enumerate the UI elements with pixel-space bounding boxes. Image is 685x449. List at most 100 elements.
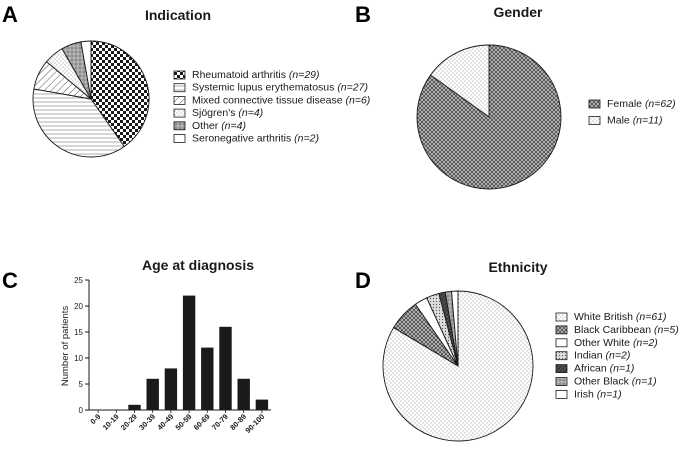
indication-legend-swatch-systemic-lupus-erythematosus <box>173 83 186 93</box>
gender-legend-entry-female: Female (n=62) <box>607 98 676 110</box>
ethnicity-legend-count: (n=1) <box>610 363 635 375</box>
ethnicity-legend-entry-irish: Irish (n=1) <box>574 388 622 400</box>
panel-letter-d: D <box>355 268 371 293</box>
age-bar-70-79 <box>219 326 232 410</box>
ethnicity-legend-swatch-african <box>555 364 568 374</box>
ethnicity-legend-entry-other-white: Other White (n=2) <box>574 337 658 349</box>
ethnicity-legend-swatch-other-white <box>555 338 568 348</box>
indication-legend-entry-mixed-connective-tissue-disease: Mixed connective tissue disease (n=6) <box>192 94 370 106</box>
indication-legend-swatch-rheumatoid-arthritis <box>173 70 186 80</box>
ethnicity-legend-entry-black-caribbean: Black Caribbean (n=5) <box>574 324 679 336</box>
ethnicity-legend-count: (n=2) <box>633 337 658 349</box>
indication-legend-entry-rheumatoid-arthritis: Rheumatoid arthritis (n=29) <box>192 69 320 81</box>
ethnicity-legend-swatch-indian <box>555 351 568 361</box>
gender-legend-swatch-female <box>588 99 601 109</box>
indication-slice-seronegative-arthritis <box>80 40 92 100</box>
age-bar-90-100 <box>255 399 269 410</box>
ethnicity-legend-label: Irish <box>574 388 597 400</box>
panel-letter-b: B <box>355 2 371 27</box>
gender-legend-count: (n=62) <box>645 98 676 110</box>
indication-legend-count: (n=4) <box>238 107 263 119</box>
gender-legend-count: (n=11) <box>633 115 663 127</box>
indication-legend: Rheumatoid arthritis (n=29)Systemic lupu… <box>173 69 370 145</box>
age-x-tick-label: 20-29 <box>119 412 139 432</box>
ethnicity-legend: White British (n=61)Black Caribbean (n=5… <box>555 311 679 400</box>
age-x-tick-label: 90-100 <box>243 412 266 435</box>
ethnicity-legend-swatch-other-black <box>555 377 568 386</box>
age-y-tick-label: 5 <box>79 380 84 389</box>
age-bar-20-29 <box>128 404 141 410</box>
gender-title: Gender <box>493 4 543 20</box>
ethnicity-legend-count: (n=2) <box>606 350 631 362</box>
indication-legend-count: (n=4) <box>221 120 246 132</box>
age-y-axis-label: Number of patients <box>60 306 71 387</box>
age-x-tick-label: 70-79 <box>210 412 230 432</box>
panel-letter-c: C <box>2 268 18 293</box>
gender-legend-swatch-male <box>588 116 601 125</box>
ethnicity-legend-count: (n=1) <box>632 376 657 388</box>
age-y-tick-label: 0 <box>79 406 84 415</box>
ethnicity-legend-count: (n=1) <box>597 388 622 400</box>
indication-legend-label: Other <box>192 120 221 132</box>
age-x-tick-label: 50-59 <box>174 412 194 432</box>
indication-legend-count: (n=27) <box>337 82 368 94</box>
gender-pie <box>416 44 562 190</box>
panel-letter-a: A <box>2 2 18 27</box>
ethnicity-pie <box>382 290 534 442</box>
ethnicity-legend-swatch-white-british <box>555 312 568 322</box>
ethnicity-legend-count: (n=61) <box>636 311 667 323</box>
ethnicity-legend-entry-other-black: Other Black (n=1) <box>574 376 657 388</box>
indication-legend-entry-other: Other (n=4) <box>192 120 246 132</box>
age-x-tick-label: 0-9 <box>88 412 102 426</box>
indication-pie <box>32 40 150 158</box>
ethnicity-legend-label: Other White <box>574 337 633 349</box>
ethnicity-legend-swatch-irish <box>555 389 568 399</box>
indication-legend-count: (n=2) <box>294 133 319 145</box>
age-bar-40-49 <box>164 368 178 410</box>
ethnicity-legend-label: Other Black <box>574 376 632 388</box>
gender-legend-label: Male <box>607 115 633 127</box>
ethnicity-legend-label: African <box>574 363 610 375</box>
indication-legend-swatch-mixed-connective-tissue-disease <box>173 96 186 105</box>
indication-title: Indication <box>145 7 211 23</box>
indication-slice-systemic-lupus-erythematosus <box>32 88 125 158</box>
indication-legend-entry-sj-gren-s: Sjögren's (n=4) <box>192 107 263 119</box>
age-y-tick-label: 10 <box>74 354 83 363</box>
indication-legend-label: Mixed connective tissue disease <box>192 94 346 106</box>
indication-legend-count: (n=6) <box>346 94 371 106</box>
age-title: Age at diagnosis <box>142 257 254 273</box>
ethnicity-legend-entry-indian: Indian (n=2) <box>574 350 630 362</box>
indication-legend-count: (n=29) <box>289 69 320 81</box>
ethnicity-title: Ethnicity <box>488 259 547 275</box>
ethnicity-slice-irish <box>451 290 459 367</box>
indication-legend-swatch-sj-gren-s <box>173 108 186 118</box>
indication-legend-entry-systemic-lupus-erythematosus: Systemic lupus erythematosus (n=27) <box>192 82 368 94</box>
indication-legend-entry-seronegative-arthritis: Seronegative arthritis (n=2) <box>192 133 319 145</box>
age-y-tick-label: 20 <box>74 302 83 311</box>
indication-legend-label: Systemic lupus erythematosus <box>192 82 337 94</box>
gender-legend-label: Female <box>607 98 645 110</box>
indication-legend-label: Rheumatoid arthritis <box>192 69 289 81</box>
gender-legend-entry-male: Male (n=11) <box>607 115 663 127</box>
age-bar-60-69 <box>201 347 214 410</box>
age-bar-30-39 <box>146 378 159 410</box>
age-x-tick-label: 60-69 <box>192 412 212 432</box>
ethnicity-legend-swatch-black-caribbean <box>555 325 568 335</box>
age-y-tick-label: 15 <box>74 328 83 337</box>
gender-legend: Female (n=62) Male (n=11) <box>588 98 676 127</box>
age-x-tick-label: 10-19 <box>101 412 121 432</box>
age-bar-chart: Number of patients 0 5 10 15 20 25 0-910-1920-… <box>60 276 271 435</box>
age-x-tick-label: 30-39 <box>137 412 157 432</box>
age-y-tick-label: 25 <box>74 276 83 285</box>
age-bar-80-89 <box>237 378 250 410</box>
ethnicity-legend-label: Black Caribbean <box>574 324 654 336</box>
indication-legend-label: Sjögren's <box>192 107 238 119</box>
age-bar-50-59 <box>182 295 196 410</box>
age-x-tick-label: 40-49 <box>155 412 175 432</box>
gender-slice-male <box>429 44 490 118</box>
ethnicity-legend-entry-white-british: White British (n=61) <box>574 311 667 323</box>
ethnicity-legend-entry-african: African (n=1) <box>574 363 634 375</box>
indication-legend-label: Seronegative arthritis <box>192 133 294 145</box>
ethnicity-legend-label: Indian <box>574 350 606 362</box>
